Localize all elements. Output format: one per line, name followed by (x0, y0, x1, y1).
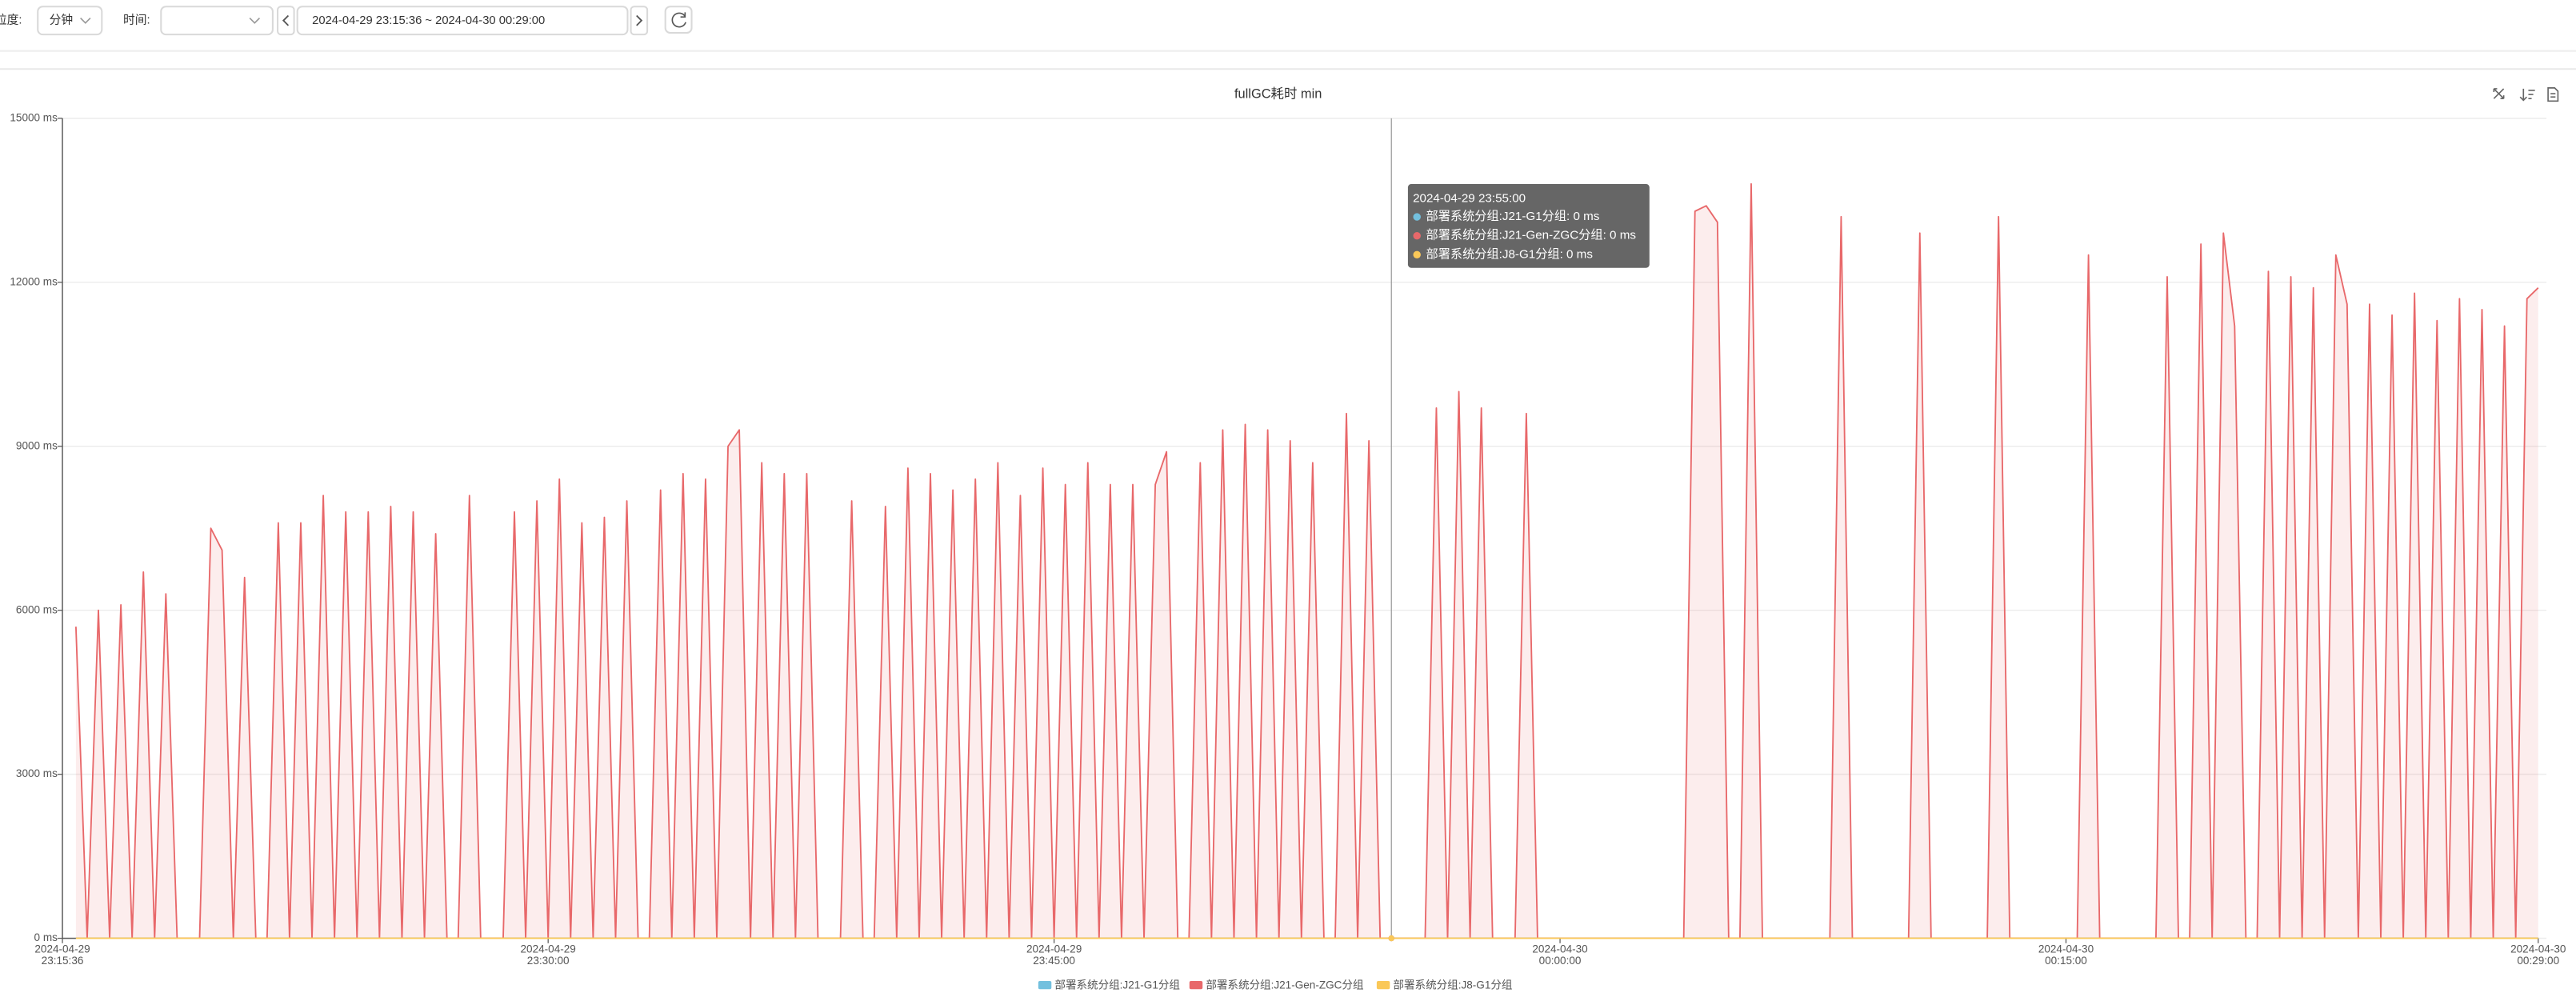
granularity-label: 粒度: (0, 14, 22, 27)
tooltip-dot (1413, 213, 1421, 221)
next-button[interactable] (630, 6, 649, 36)
range-picker[interactable] (296, 6, 629, 36)
plot: 0 ms 3000 ms 6000 ms 9000 ms 12000 ms 15000 m… (10, 111, 2566, 991)
time-label: 时间: (123, 14, 150, 27)
y-tick-label: 9000 ms (16, 439, 58, 451)
x-tick-label: 00:29:00 (2517, 955, 2559, 967)
legend-swatch (1189, 980, 1203, 990)
x-tick-label: 23:15:36 (42, 955, 84, 967)
tooltip-dot (1413, 231, 1421, 240)
y-tick-label: 0 ms (34, 931, 58, 943)
sort-icon[interactable] (2519, 88, 2535, 102)
x-tick-label: 2024-04-29 (34, 943, 90, 955)
hover-point (1388, 935, 1394, 942)
legend-label[interactable]: 部署系统分组:J8-G1分组 (1393, 979, 1512, 991)
granularity-value: 分钟 (50, 14, 74, 27)
x-tick-label: 2024-04-30 (2510, 943, 2566, 955)
x-tick-label: 00:15:00 (2045, 955, 2087, 967)
y-tick-label: 12000 ms (10, 275, 58, 287)
select-arrow (80, 18, 91, 24)
legend-label[interactable]: 部署系统分组:J21-G1分组 (1054, 979, 1180, 991)
x-tick-label: 2024-04-30 (2038, 943, 2094, 955)
tooltip-box (1407, 184, 1650, 268)
prev-icon (282, 14, 290, 26)
granularity-select[interactable] (37, 6, 103, 36)
y-tick-label: 15000 ms (10, 111, 58, 123)
select-arrow (249, 18, 261, 24)
tooltip-dot (1413, 250, 1421, 259)
legend-swatch (1376, 980, 1390, 990)
fullscreen-icon[interactable] (2493, 88, 2505, 100)
refresh-button[interactable] (664, 6, 693, 34)
chart-title: fullGC耗时 min (1234, 86, 1322, 101)
tooltip-item: 部署系统分组:J8-G1分组: 0 ms (1426, 247, 1594, 261)
refresh-icon (671, 12, 686, 28)
y-tick-label: 3000 ms (16, 767, 58, 779)
x-tick-label: 23:45:00 (1033, 955, 1075, 967)
x-tick-label: 2024-04-29 (1026, 943, 1082, 955)
x-tick-label: 2024-04-29 (521, 943, 576, 955)
x-tick-label: 00:00:00 (1539, 955, 1582, 967)
tooltip: 2024-04-29 23:55:00 部署系统分组:J21-G1分组: 0 ms… (1407, 184, 1650, 268)
legend-swatch (1038, 980, 1052, 990)
range-text: 2024-04-29 23:15:36 ~ 2024-04-30 00:29:0… (312, 14, 545, 27)
tooltip-item: 部署系统分组:J21-Gen-ZGC分组: 0 ms (1426, 229, 1637, 242)
export-icon[interactable] (2547, 87, 2559, 102)
series-area (75, 183, 2538, 939)
time-select[interactable] (160, 6, 274, 36)
next-icon (636, 14, 643, 26)
x-tick-label: 23:30:00 (527, 955, 570, 967)
y-tick-label: 6000 ms (16, 603, 58, 615)
tooltip-title: 2024-04-29 23:55:00 (1413, 192, 1526, 206)
x-tick-label: 2024-04-30 (1532, 943, 1587, 955)
tooltip-item: 部署系统分组:J21-G1分组: 0 ms (1426, 210, 1600, 223)
prev-button[interactable] (277, 6, 295, 36)
legend-label[interactable]: 部署系统分组:J21-Gen-ZGC分组 (1206, 979, 1363, 991)
